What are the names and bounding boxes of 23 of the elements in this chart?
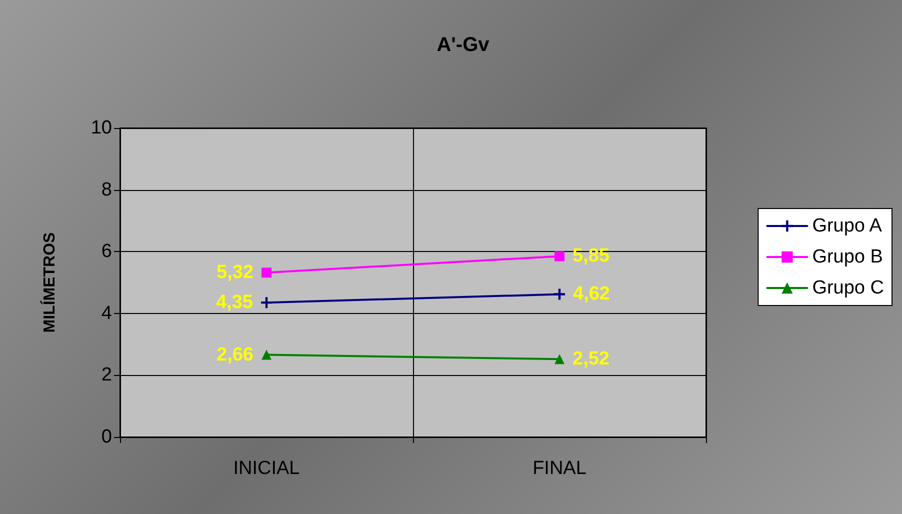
y-tick-label: 2 (101, 364, 112, 386)
point (554, 251, 564, 262)
legend-label: Grupo C (812, 278, 884, 298)
point (262, 268, 272, 278)
point (261, 297, 272, 308)
x-tick-label: INICIAL (233, 458, 300, 479)
data-label: 4,62 (573, 284, 610, 305)
point (554, 288, 565, 300)
data-label: 5,85 (572, 246, 610, 267)
y-tick-label: 10 (90, 118, 112, 138)
data-label: 4,35 (216, 292, 254, 314)
legend-label: Grupo B (812, 246, 883, 268)
x-tick-label: FINAL (532, 458, 586, 479)
chart-title: A'-Gv (436, 34, 490, 56)
y-tick-label: 4 (101, 302, 112, 324)
y-tick-label: 0 (101, 426, 112, 448)
y-tick-label: 6 (101, 241, 112, 262)
y-tick-label: 8 (101, 179, 112, 200)
legend-label: Grupo A (812, 216, 882, 236)
data-label: 5,32 (216, 262, 254, 284)
data-label: 2,52 (572, 348, 610, 370)
data-label: 2,66 (216, 344, 254, 366)
y-axis-title: MILÍMETROS (40, 232, 58, 333)
